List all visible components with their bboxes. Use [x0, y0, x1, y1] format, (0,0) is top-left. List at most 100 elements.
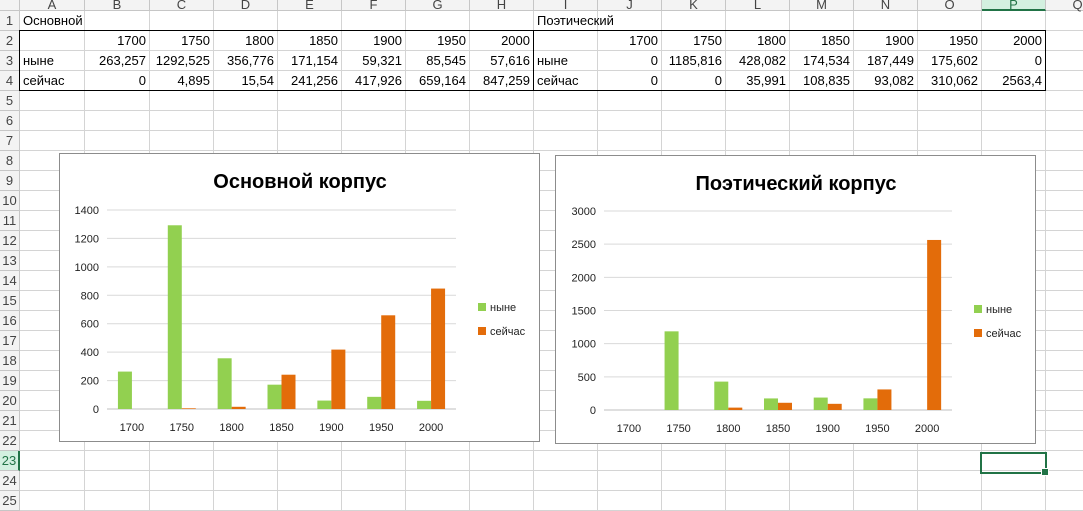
bar-nyne-1800[interactable] — [217, 358, 232, 409]
grid-cell[interactable] — [406, 91, 470, 111]
grid-cell[interactable] — [598, 451, 662, 471]
table_main-row2-value[interactable]: 659,164 — [406, 71, 470, 91]
table_main-year-cell[interactable]: 1750 — [150, 31, 214, 51]
column-header-f[interactable]: F — [342, 0, 406, 11]
grid-cell[interactable] — [20, 451, 85, 471]
grid-cell[interactable] — [342, 451, 406, 471]
grid-cell[interactable] — [534, 131, 598, 151]
grid-cell[interactable] — [1046, 251, 1083, 271]
table_main-title-cell[interactable]: Основной — [20, 11, 85, 31]
row-header-8[interactable]: 8 — [0, 151, 20, 171]
column-header-c[interactable]: C — [150, 0, 214, 11]
grid-cell[interactable] — [150, 111, 214, 131]
grid-cell[interactable] — [790, 131, 854, 151]
table_poetic-row1-value[interactable]: 1185,816 — [662, 51, 726, 71]
grid-cell[interactable] — [1046, 491, 1083, 511]
grid-cell[interactable] — [662, 11, 726, 31]
grid-cell[interactable] — [85, 491, 150, 511]
grid-cell[interactable] — [20, 31, 85, 51]
table_main-row1-value[interactable]: 1292,525 — [150, 51, 214, 71]
bar-nyne-1700[interactable] — [117, 371, 132, 409]
table_main-year-cell[interactable]: 1800 — [214, 31, 278, 51]
column-header-a[interactable]: A — [20, 0, 85, 11]
grid-cell[interactable] — [982, 111, 1046, 131]
grid-cell[interactable] — [342, 131, 406, 151]
grid-cell[interactable] — [342, 11, 406, 31]
column-header-m[interactable]: M — [790, 0, 854, 11]
column-header-l[interactable]: L — [726, 0, 790, 11]
bar-nyne-1850[interactable] — [267, 384, 282, 409]
grid-cell[interactable] — [1046, 151, 1083, 171]
grid-cell[interactable] — [1046, 231, 1083, 251]
table_poetic-row2-label[interactable]: сейчас — [534, 71, 598, 91]
select-all-corner[interactable] — [0, 0, 20, 11]
table_poetic-title-cell[interactable]: Поэтический — [534, 11, 614, 31]
grid-cell[interactable] — [1046, 411, 1083, 431]
grid-cell[interactable] — [854, 491, 918, 511]
table_poetic-row1-value[interactable]: 187,449 — [854, 51, 918, 71]
bar-nyne-1900[interactable] — [317, 400, 332, 409]
grid-cell[interactable] — [406, 451, 470, 471]
column-header-b[interactable]: B — [85, 0, 150, 11]
table_poetic-row1-value[interactable]: 174,534 — [790, 51, 854, 71]
grid-cell[interactable] — [790, 11, 854, 31]
grid-cell[interactable] — [214, 131, 278, 151]
grid-cell[interactable] — [790, 491, 854, 511]
grid-cell[interactable] — [982, 491, 1046, 511]
table_poetic-year-cell[interactable]: 1750 — [662, 31, 726, 51]
grid-cell[interactable] — [1046, 71, 1083, 91]
grid-cell[interactable] — [854, 11, 918, 31]
row-header-15[interactable]: 15 — [0, 291, 20, 311]
grid-cell[interactable] — [85, 471, 150, 491]
table_main-row2-value[interactable]: 4,895 — [150, 71, 214, 91]
table_main-row1-value[interactable]: 171,154 — [278, 51, 342, 71]
grid-cell[interactable] — [20, 111, 85, 131]
row-header-6[interactable]: 6 — [0, 111, 20, 131]
grid-cell[interactable] — [726, 491, 790, 511]
table_main-row1-value[interactable]: 263,257 — [85, 51, 150, 71]
grid-cell[interactable] — [598, 471, 662, 491]
grid-cell[interactable] — [1046, 451, 1083, 471]
grid-cell[interactable] — [20, 471, 85, 491]
table_main-row2-value[interactable]: 0 — [85, 71, 150, 91]
grid-cell[interactable] — [918, 471, 982, 491]
table_poetic-row1-value[interactable]: 0 — [982, 51, 1046, 71]
grid-cell[interactable] — [470, 491, 534, 511]
grid-cell[interactable] — [854, 131, 918, 151]
grid-cell[interactable] — [726, 471, 790, 491]
grid-cell[interactable] — [534, 31, 598, 51]
grid-cell[interactable] — [982, 11, 1046, 31]
grid-cell[interactable] — [85, 11, 150, 31]
row-header-20[interactable]: 20 — [0, 391, 20, 411]
grid-cell[interactable] — [214, 111, 278, 131]
bar-seichas-1800[interactable] — [728, 407, 743, 410]
grid-cell[interactable] — [150, 451, 214, 471]
grid-cell[interactable] — [662, 131, 726, 151]
column-header-o[interactable]: O — [918, 0, 982, 11]
active-cell-selection[interactable] — [980, 452, 1049, 476]
table_main-row2-value[interactable]: 241,256 — [278, 71, 342, 91]
fill-handle[interactable] — [1041, 468, 1049, 476]
table_poetic-row1-value[interactable]: 0 — [598, 51, 662, 71]
grid-cell[interactable] — [854, 451, 918, 471]
grid-cell[interactable] — [406, 491, 470, 511]
grid-cell[interactable] — [726, 111, 790, 131]
row-header-19[interactable]: 19 — [0, 371, 20, 391]
grid-cell[interactable] — [1046, 11, 1083, 31]
bar-nyne-2000[interactable] — [417, 400, 432, 409]
grid-cell[interactable] — [790, 111, 854, 131]
grid-cell[interactable] — [1046, 131, 1083, 151]
table_poetic-year-cell[interactable]: 1950 — [918, 31, 982, 51]
grid-cell[interactable] — [1046, 191, 1083, 211]
row-header-14[interactable]: 14 — [0, 271, 20, 291]
grid-cell[interactable] — [150, 11, 214, 31]
grid-cell[interactable] — [278, 131, 342, 151]
bar-nyne-1900[interactable] — [813, 397, 828, 410]
row-header-2[interactable]: 2 — [0, 31, 20, 51]
grid-cell[interactable] — [598, 131, 662, 151]
grid-cell[interactable] — [278, 491, 342, 511]
grid-cell[interactable] — [406, 11, 470, 31]
grid-cell[interactable] — [470, 471, 534, 491]
bar-seichas-1850[interactable] — [281, 374, 296, 409]
grid-cell[interactable] — [854, 111, 918, 131]
